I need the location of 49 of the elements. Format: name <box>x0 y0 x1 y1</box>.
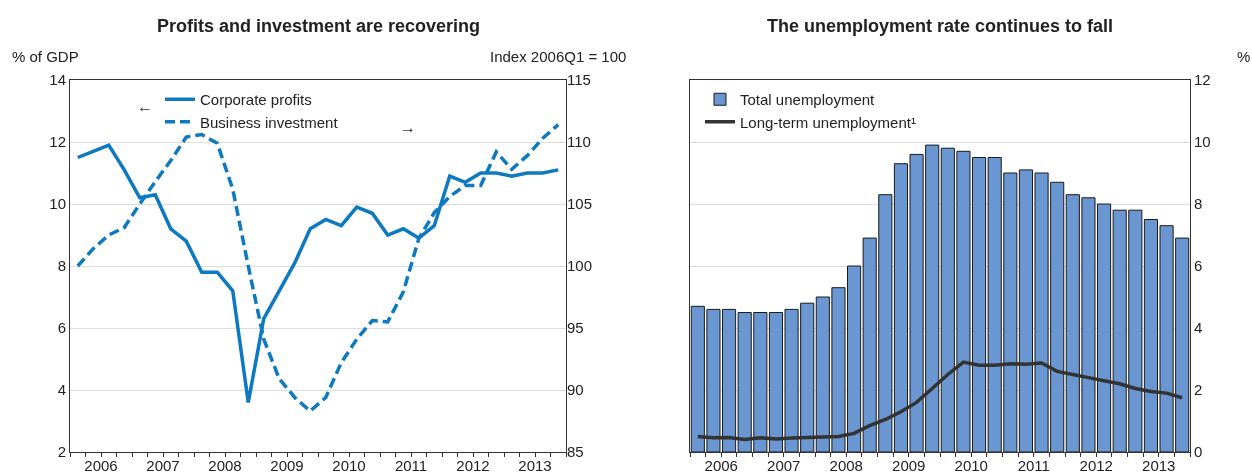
y-tick-label: 12 <box>49 133 66 151</box>
y-tick-label: 8 <box>57 257 66 275</box>
y2-tick-label: 105 <box>567 195 593 213</box>
y2-tick-label: 85 <box>567 443 584 461</box>
y2-tick-label: 90 <box>567 381 584 399</box>
legend-label: Total unemployment <box>740 91 876 109</box>
x-tick-label: 2011 <box>1017 457 1050 473</box>
x-tick-label: 2006 <box>84 457 118 473</box>
legend-label: Long-term unemployment¹ <box>740 113 916 131</box>
x-tick-label: 2007 <box>767 457 801 473</box>
y2-tick-label: 110 <box>567 133 591 151</box>
y-tick-label: 6 <box>57 319 66 337</box>
y-axis-title: % of GDP <box>12 48 79 65</box>
y2-tick-label: 115 <box>567 71 591 89</box>
y-tick-label: 6 <box>1194 257 1203 275</box>
y-tick-label: 2 <box>57 443 66 461</box>
x-tick-label: 2008 <box>829 457 863 473</box>
y-tick-label: 4 <box>57 381 66 399</box>
annotation: → <box>400 119 416 136</box>
y-tick-label: 10 <box>1194 133 1211 151</box>
x-tick-label: 2012 <box>1079 457 1113 473</box>
y-axis-title: % <box>1237 48 1251 65</box>
x-tick-label: 2009 <box>892 457 926 473</box>
x-tick-label: 2006 <box>704 457 738 473</box>
line-series <box>696 360 1184 442</box>
x-tick-label: 2007 <box>146 457 180 473</box>
y-tick-label: 10 <box>49 195 66 213</box>
legend-label: Business investment <box>200 113 339 131</box>
y-tick-label: 4 <box>1194 319 1203 337</box>
x-tick-label: 2009 <box>270 457 304 473</box>
x-tick-label: 2012 <box>456 457 490 473</box>
y2-tick-label: 100 <box>567 257 593 275</box>
x-tick-label: 2013 <box>518 457 552 473</box>
x-tick-label: 2010 <box>332 457 366 473</box>
y-tick-label: 8 <box>1194 195 1203 213</box>
y2-tick-label: 95 <box>567 319 584 337</box>
y-tick-label: 2 <box>1194 381 1203 399</box>
y-tick-label: 14 <box>49 71 66 89</box>
y-tick-label: 12 <box>1194 71 1211 89</box>
chart-title: The unemployment rate continues to fall <box>767 16 1114 36</box>
x-tick-label: 2011 <box>394 457 428 473</box>
legend-label: Corporate profits <box>200 91 312 109</box>
x-tick-label: 2010 <box>954 457 988 473</box>
y-tick-label: 0 <box>1194 443 1203 461</box>
chart-title: Profits and investment are recovering <box>157 16 481 36</box>
x-tick-label: 2008 <box>208 457 242 473</box>
annotation: ← <box>137 98 153 115</box>
y2-axis-title: Index 2006Q1 = 100 <box>490 48 627 65</box>
x-tick-label: 2013 <box>1142 457 1176 473</box>
